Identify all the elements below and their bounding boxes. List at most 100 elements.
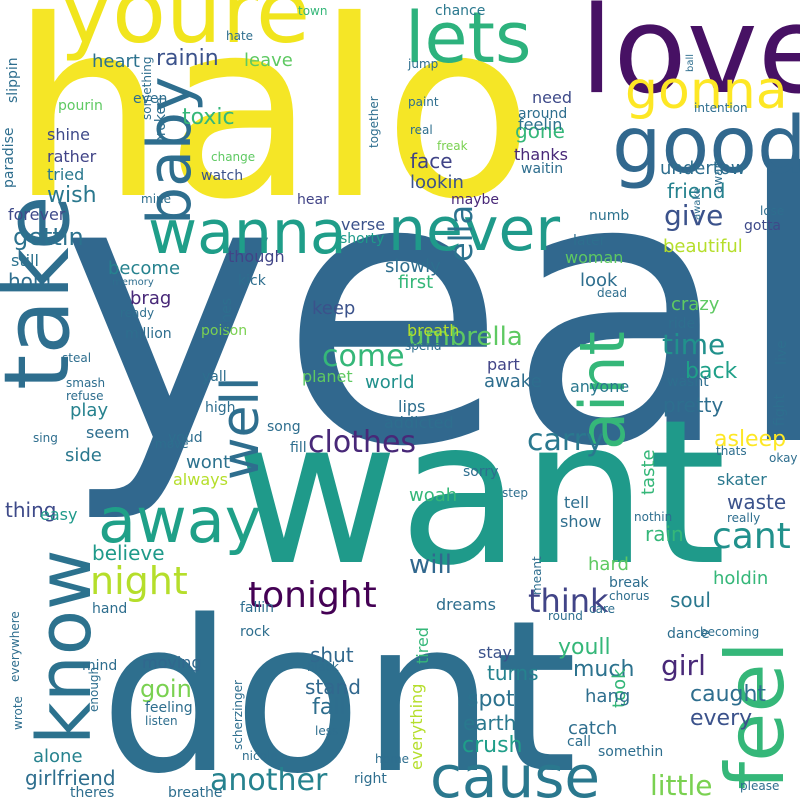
- cloud-word-everything: everything: [407, 684, 426, 770]
- cloud-word-think: think: [528, 582, 609, 620]
- cloud-word-town: town: [298, 4, 327, 18]
- cloud-word-lets: lets: [405, 0, 531, 79]
- cloud-word-part: part: [487, 355, 520, 374]
- cloud-word-turns: turns: [487, 661, 538, 685]
- cloud-word-aware: aware: [711, 156, 725, 193]
- cloud-word-yall: yall: [202, 369, 227, 385]
- cloud-word-enough: enough: [87, 667, 101, 712]
- cloud-word-world: world: [365, 372, 415, 393]
- cloud-word-really: really: [727, 511, 760, 525]
- cloud-word-spot: spot: [467, 687, 515, 712]
- cloud-word-smash: smash: [66, 376, 105, 390]
- cloud-word-black: black: [307, 660, 339, 674]
- cloud-word-million: million: [125, 326, 172, 342]
- cloud-word-wish: wish: [47, 183, 97, 208]
- cloud-word-though: though: [228, 247, 285, 266]
- cloud-word-rainin: rainin: [156, 46, 219, 71]
- cloud-word-asleep: asleep: [714, 427, 786, 452]
- cloud-word-mine: mine: [141, 192, 171, 206]
- cloud-word-wanna: wanna: [148, 198, 347, 268]
- cloud-word-intention: intention: [694, 101, 748, 115]
- cloud-word-fall: fall: [312, 695, 345, 720]
- cloud-word-youre: youre: [60, 0, 310, 63]
- cloud-word-umbrella: umbrella: [408, 322, 523, 352]
- cloud-word-friend: friend: [667, 179, 726, 203]
- cloud-word-take: take: [0, 195, 90, 390]
- cloud-word-home: home: [375, 752, 409, 766]
- cloud-word-listen: listen: [145, 714, 178, 728]
- cloud-word-side: side: [65, 445, 102, 466]
- cloud-word-maybe: maybe: [451, 192, 499, 208]
- cloud-word-lookin: lookin: [410, 172, 464, 193]
- cloud-word-mind: mind: [82, 658, 117, 674]
- cloud-word-dance: dance: [667, 626, 710, 642]
- cloud-word-night: night: [90, 559, 188, 603]
- cloud-word-face: face: [410, 149, 453, 173]
- cloud-word-will: will: [409, 550, 452, 580]
- cloud-word-soul: soul: [670, 588, 711, 612]
- cloud-word-rather: rather: [47, 147, 97, 166]
- cloud-word-anyone: anyone: [570, 377, 629, 396]
- cloud-word-okay: okay: [769, 451, 798, 465]
- cloud-word-girl: girl: [661, 649, 706, 682]
- cloud-word-love: love: [580, 0, 800, 121]
- cloud-word-forever: forever: [8, 205, 66, 224]
- cloud-word-ride: ride: [668, 316, 695, 332]
- cloud-word-refuse: refuse: [66, 389, 104, 403]
- cloud-word-girlfriend: girlfriend: [25, 766, 116, 790]
- cloud-word-everywhere: everywhere: [8, 611, 22, 682]
- cloud-word-show: show: [560, 512, 601, 531]
- cloud-word-toxic: toxic: [182, 105, 235, 130]
- cloud-word-paint: paint: [408, 95, 439, 109]
- cloud-word-never: never: [388, 195, 560, 265]
- cloud-word-thats: thats: [716, 444, 747, 458]
- cloud-word-chance: chance: [435, 3, 485, 19]
- cloud-word-freak: freak: [437, 139, 468, 153]
- cloud-word-breathe: breathe: [168, 785, 223, 800]
- cloud-word-want: want: [235, 377, 726, 610]
- cloud-word-play: play: [70, 400, 108, 421]
- cloud-word-lips: lips: [398, 397, 425, 416]
- cloud-word-catch: catch: [568, 718, 617, 739]
- cloud-word-wasnt: wasnt: [667, 374, 709, 390]
- cloud-word-back: back: [685, 359, 738, 384]
- cloud-word-cant: cant: [712, 516, 791, 557]
- cloud-word-look: look: [580, 270, 618, 291]
- cloud-word-aint: aint: [566, 331, 639, 450]
- cloud-word-broken: broken: [153, 97, 169, 145]
- cloud-word-tired: tired: [413, 627, 432, 664]
- cloud-word-lose: lose: [760, 204, 784, 218]
- cloud-word-move: move: [155, 437, 189, 451]
- cloud-word-heart: heart: [92, 51, 140, 72]
- cloud-word-break: break: [609, 575, 650, 591]
- cloud-word-dreams: dreams: [436, 595, 496, 614]
- cloud-word-undertow: undertow: [660, 158, 746, 179]
- cloud-word-even: even: [133, 91, 167, 107]
- cloud-word-watch: watch: [201, 168, 243, 184]
- cloud-word-addicted: addicted: [384, 413, 454, 432]
- cloud-word-call: call: [567, 734, 591, 750]
- cloud-word-tell: tell: [564, 493, 589, 512]
- cloud-word-ball: ball: [685, 54, 696, 72]
- cloud-word-feel: feel: [709, 641, 800, 790]
- cloud-word-holdin: holdin: [713, 568, 768, 589]
- cloud-word-shine: shine: [47, 125, 90, 144]
- cloud-word-ready: ready: [120, 306, 154, 320]
- cloud-word-waitin: waitin: [521, 161, 563, 177]
- cloud-word-know: know: [22, 549, 108, 745]
- cloud-word-numb: numb: [589, 208, 629, 224]
- cloud-word-verse: verse: [341, 215, 385, 234]
- cloud-word-nothin: nothin: [634, 510, 672, 524]
- cloud-word-steal: steal: [62, 351, 91, 365]
- cloud-word-crazy: crazy: [671, 294, 720, 315]
- cloud-word-cause: cause: [430, 743, 600, 800]
- cloud-word-believe: believe: [92, 541, 165, 565]
- cloud-word-paradise: paradise: [1, 128, 17, 188]
- cloud-word-rain: rain: [645, 522, 684, 546]
- cloud-word-feelin: feelin: [518, 115, 562, 134]
- cloud-word-gone: gone: [515, 119, 565, 143]
- cloud-word-around: around: [518, 106, 567, 122]
- cloud-word-baby: baby: [135, 77, 205, 225]
